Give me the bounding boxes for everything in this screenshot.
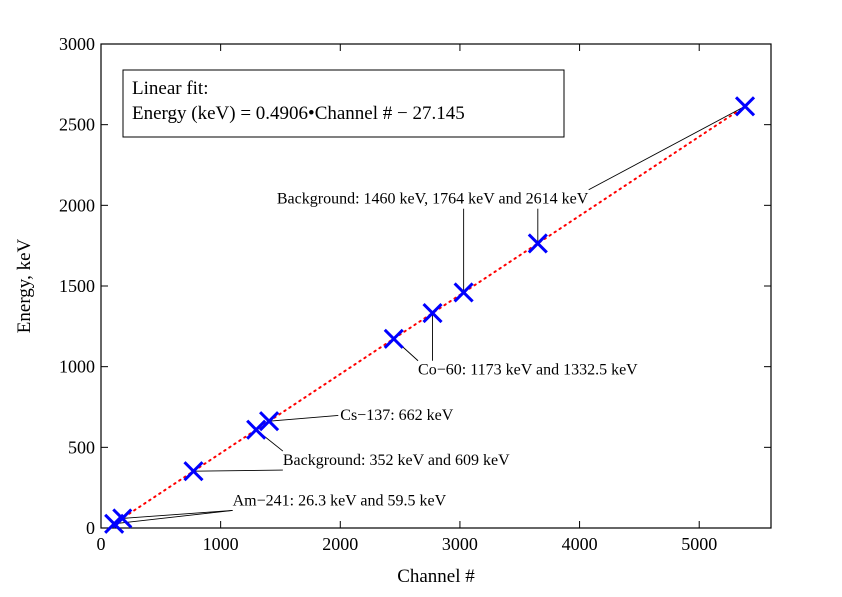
y-tick-label: 2500	[59, 115, 95, 135]
y-tick-label: 1500	[59, 276, 95, 296]
annotation-label: Am−241: 26.3 keV and 59.5 keV	[233, 492, 447, 509]
y-axis-title: Energy, keV	[14, 239, 35, 334]
annotation-leader-line	[114, 509, 233, 525]
annotation-label: Co−60: 1173 keV and 1332.5 keV	[418, 362, 638, 379]
data-point-stroke	[527, 233, 548, 254]
data-point	[734, 96, 756, 117]
annotation-label: Cs−137: 662 keV	[340, 407, 453, 424]
annotation-leaders	[114, 105, 746, 525]
x-tick-label: 4000	[562, 534, 598, 554]
data-point-stroke	[422, 302, 443, 324]
x-tick-label: 0	[97, 534, 106, 554]
y-tick-label: 0	[86, 518, 95, 538]
y-tick-label: 3000	[59, 34, 95, 54]
data-point-stroke	[183, 461, 204, 482]
x-tick-label: 1000	[203, 534, 239, 554]
annotation-label: Background: 352 keV and 609 keV	[283, 452, 510, 469]
x-axis-title: Channel #	[397, 566, 475, 587]
data-point	[383, 328, 404, 349]
data-point-stroke	[112, 508, 133, 529]
annotation-leader-line	[269, 414, 339, 422]
fit-box-line1: Linear fit:	[132, 78, 209, 99]
data-point-stroke	[734, 96, 756, 117]
fit-box: Linear fit: Energy (keV) = 0.4906•Channe…	[122, 69, 565, 138]
data-point	[112, 508, 133, 529]
fit-box-line2: Energy (keV) = 0.4906•Channel # − 27.145	[132, 103, 465, 124]
data-point	[422, 302, 443, 324]
data-point	[246, 419, 267, 440]
data-point-stroke	[453, 282, 474, 303]
x-tick-label: 3000	[442, 534, 478, 554]
data-point	[527, 233, 548, 254]
annotation-labels: Background: 1460 keV, 1764 keV and 2614 …	[233, 191, 639, 510]
x-tick-label: 5000	[681, 534, 717, 554]
axis-ticks: 0 1000 2000 3000 4000 5000 0 500 1000 1500 2000 250…	[59, 34, 771, 554]
annotation-leader-line	[193, 469, 283, 472]
data-point-stroke	[383, 328, 404, 349]
annotation-label: Background: 1460 keV, 1764 keV and 2614 …	[277, 191, 589, 208]
data-point	[259, 411, 280, 432]
data-point	[183, 461, 204, 482]
annotation-leader-line	[122, 509, 233, 519]
y-tick-label: 2000	[59, 195, 95, 215]
data-point-stroke	[246, 419, 267, 440]
fit-box-frame	[122, 69, 565, 138]
x-tick-label: 2000	[322, 534, 358, 554]
y-tick-label: 500	[68, 437, 95, 457]
data-point-stroke	[259, 411, 280, 432]
data-markers	[104, 96, 756, 534]
annotation-leader-line	[588, 105, 746, 191]
y-tick-label: 1000	[59, 357, 95, 377]
data-point	[453, 282, 474, 303]
